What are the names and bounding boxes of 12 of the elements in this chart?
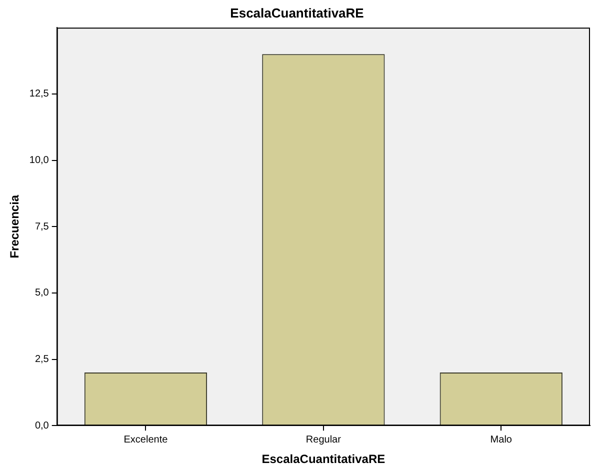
y-tick-label: 2,5 [34, 354, 50, 366]
chart-title: EscalaCuantitativaRE [230, 5, 364, 20]
y-tick-label: 10,0 [29, 155, 50, 166]
y-tick-label: 12,5 [29, 88, 50, 100]
x-tick-label: Malo [490, 434, 512, 446]
x-tick-label: Excelente [124, 434, 168, 446]
x-axis-title: EscalaCuantitativaRE [262, 452, 386, 466]
y-tick-label: 5,0 [34, 288, 50, 299]
y-tick-label: 7,5 [34, 221, 50, 232]
x-tick-label: Regular [306, 434, 342, 446]
y-tick-label: 0,0 [34, 420, 50, 432]
y-axis-title: Frecuencia [8, 194, 22, 258]
